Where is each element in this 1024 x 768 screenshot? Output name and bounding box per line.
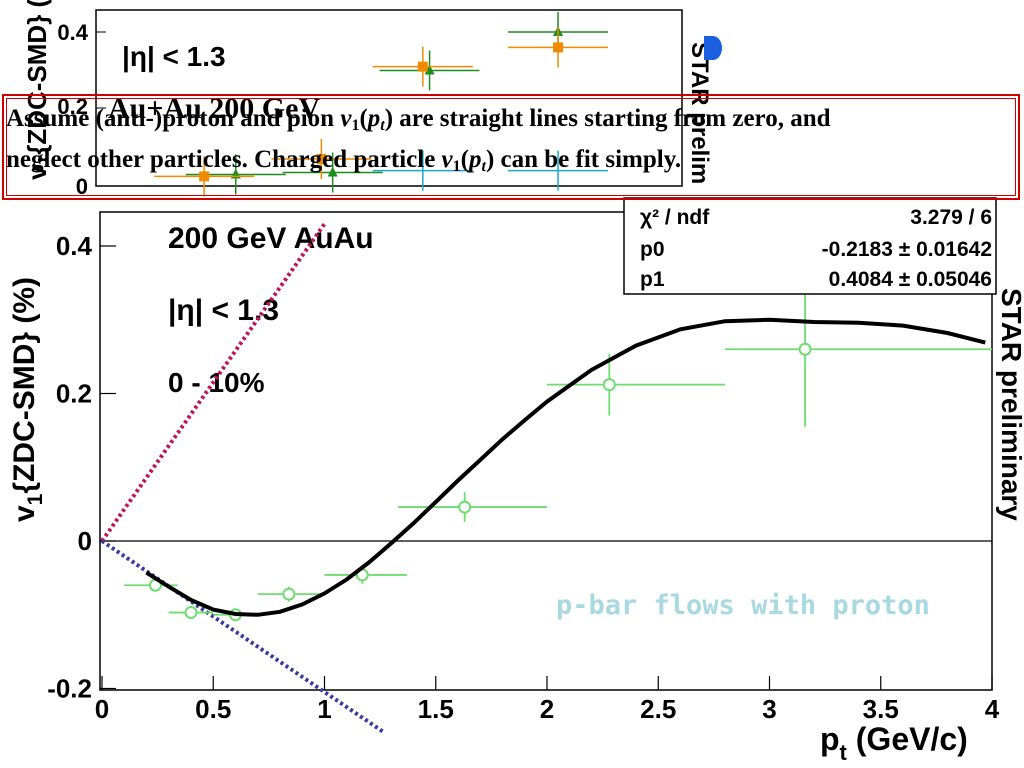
- upper-ytick-0: 0: [76, 174, 88, 199]
- upper-system-label: Au+Au 200 GeV: [108, 92, 321, 125]
- y-axis-title-rest: {ZDC-SMD} (%): [8, 277, 41, 494]
- upper-eta-label: |η| < 1.3: [122, 41, 226, 72]
- note-line1-sub2: t: [380, 117, 385, 134]
- x-axis-title-rest: (GeV/c): [847, 721, 968, 757]
- x-tick-label: 0.5: [195, 694, 231, 724]
- note-line-1: Assume (anti-)proton and pion v1(pt) are…: [6, 102, 1006, 143]
- y-tick-label: 0.2: [56, 379, 92, 409]
- y-axis-title-sub: 1: [24, 493, 47, 505]
- y-axis-title-main: v: [8, 505, 41, 522]
- upper-data-point: [199, 171, 210, 182]
- y-tick-label: -0.2: [47, 674, 92, 704]
- note-text: Assume (anti-)proton and pion v1(pt) are…: [6, 102, 1006, 184]
- note-line2-pre: neglect other particles. Charged particl…: [6, 146, 442, 173]
- upper-panel: 0.4 0.2 0 v₁{ZDC-SMD} (%) |η| < 1.3 STAR…: [22, 0, 713, 199]
- x-tick-label: 1.5: [418, 694, 454, 724]
- upper-watermark: STAR prelim: [686, 42, 713, 184]
- pion-line: [100, 222, 327, 543]
- note-line1-pre: Assume (anti-)proton and pion: [6, 105, 341, 132]
- stats-box-frame: [623, 197, 997, 295]
- upper-data-point: [417, 61, 428, 72]
- data-point: [458, 500, 472, 514]
- note-line2-post: ) can be fit simply.: [485, 146, 682, 173]
- data-point: [798, 342, 812, 356]
- data-point: [602, 378, 616, 392]
- upper-y-axis-title: v₁{ZDC-SMD} (%): [22, 0, 52, 180]
- x-axis-title-sub: t: [840, 740, 848, 765]
- stats-row-chi2-label: χ² / ndf: [640, 206, 710, 229]
- y-tick-label: 0.4: [56, 231, 93, 261]
- note-line2-var: v: [441, 146, 453, 173]
- stats-row-p1-value: 0.4084 ± 0.05046: [829, 268, 992, 291]
- data-point: [282, 587, 296, 601]
- note-line2-sub2: t: [481, 158, 486, 175]
- upper-data-point: [424, 64, 435, 75]
- upper-ytick-0.2: 0.2: [57, 94, 88, 119]
- note-line1-paren: (: [359, 105, 368, 132]
- x-tick-label: 0: [95, 694, 109, 724]
- stats-row-p0-label: p0: [640, 238, 665, 261]
- y-axis-title: v1{ZDC-SMD} (%): [8, 277, 47, 522]
- x-tick-label: 3.5: [863, 694, 899, 724]
- stats-row-chi2-value: 3.279 / 6: [910, 206, 992, 229]
- x-tick-label: 2: [540, 694, 554, 724]
- eta-cut-label: |η| < 1.3: [168, 294, 279, 327]
- x-tick-label: 2.5: [640, 694, 676, 724]
- note-line1-pt: p: [367, 105, 381, 132]
- upper-data-points: [154, 12, 609, 197]
- note-line-2: neglect other particles. Charged particl…: [6, 143, 1006, 184]
- x-tick-label: 3: [762, 694, 776, 724]
- blue-marker-icon: [704, 36, 722, 60]
- upper-ytick-0.4: 0.4: [57, 20, 88, 45]
- x-axis-title-main: p: [820, 721, 840, 757]
- x-axis-ticks: 0 0.5 1 1.5 2 2.5 3 3.5 4: [95, 676, 1000, 724]
- y-axis-ticks: -0.2 0 0.2 0.4: [47, 231, 116, 704]
- p-bar-annotation: p-bar flows with proton: [556, 590, 930, 621]
- y-tick-label: 0: [78, 526, 92, 556]
- note-line1-post: ) are straight lines starting from zero,…: [384, 105, 831, 132]
- plot-frame: [99, 211, 993, 691]
- note-box: [2, 94, 1020, 200]
- upper-data-point: [327, 166, 338, 177]
- note-line2-pt: p: [468, 146, 482, 173]
- plot-title: 200 GeV AuAu: [168, 222, 374, 255]
- fit-stats-box: χ² / ndf 3.279 / 6 p0 -0.2183 ± 0.01642 …: [623, 197, 997, 295]
- centrality-label: 0 - 10%: [168, 367, 265, 398]
- proton-line: [100, 539, 386, 735]
- fit-curve: [145, 317, 986, 617]
- star-watermark: STAR preliminary: [996, 288, 1024, 521]
- x-tick-label: 1: [317, 694, 331, 724]
- upper-data-point: [553, 42, 564, 53]
- upper-data-point: [316, 154, 327, 165]
- note-line1-var: v: [340, 105, 352, 132]
- data-point: [184, 606, 198, 620]
- note-line2-paren: (: [460, 146, 469, 173]
- note-line1-sub1: 1: [351, 117, 360, 134]
- main-panel: 0 0.5 1 1.5 2 2.5 3 3.5 4 -0.200.20.4 v1{ZDC-SMD…: [8, 211, 1024, 765]
- stats-row-p1-label: p1: [640, 268, 665, 291]
- x-axis-title: pt (GeV/c): [820, 721, 968, 765]
- x-tick-label: 4: [985, 694, 1000, 724]
- note-line2-sub1: 1: [452, 158, 461, 175]
- stats-row-p0-value: -0.2183 ± 0.01642: [822, 238, 992, 261]
